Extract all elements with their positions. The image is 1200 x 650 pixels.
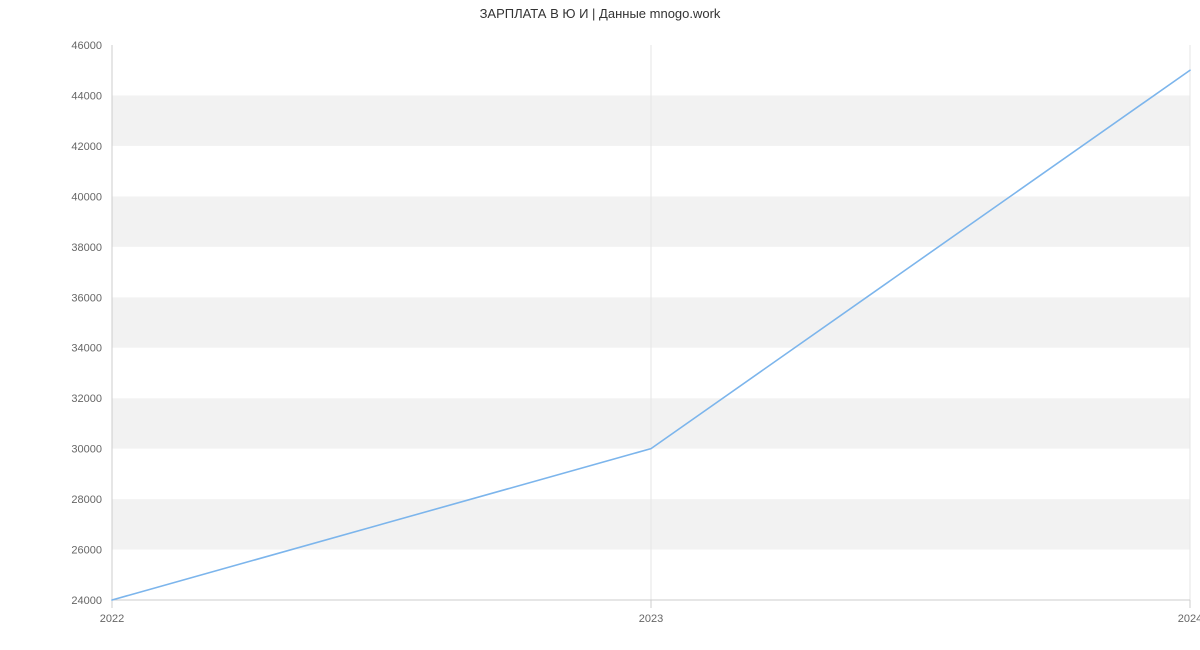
y-axis-tick-label: 44000 bbox=[71, 90, 102, 102]
y-axis-tick-label: 24000 bbox=[71, 595, 102, 607]
chart-title: ЗАРПЛАТА В Ю И | Данные mnogo.work bbox=[0, 6, 1200, 21]
x-axis-tick-label: 2022 bbox=[100, 613, 124, 625]
x-axis-tick-label: 2024 bbox=[1178, 613, 1200, 625]
y-axis-tick-label: 26000 bbox=[71, 545, 102, 557]
y-axis-tick-label: 32000 bbox=[71, 393, 102, 405]
y-axis-tick-label: 36000 bbox=[71, 292, 102, 304]
chart-svg: 24000 26000 28000 30000 32000 34000 36000 38000… bbox=[0, 0, 1200, 650]
y-axis-tick-label: 30000 bbox=[71, 444, 102, 456]
salary-line-chart: ЗАРПЛАТА В Ю И | Данные mnogo.work 24000… bbox=[0, 0, 1200, 650]
y-axis-tick-label: 40000 bbox=[71, 191, 102, 203]
y-axis-tick-label: 46000 bbox=[71, 40, 102, 52]
y-axis-tick-label: 42000 bbox=[71, 141, 102, 153]
x-axis-tick-label: 2023 bbox=[639, 613, 663, 625]
y-axis-tick-label: 34000 bbox=[71, 343, 102, 355]
y-axis-tick-label: 28000 bbox=[71, 494, 102, 506]
y-axis-tick-label: 38000 bbox=[71, 242, 102, 254]
